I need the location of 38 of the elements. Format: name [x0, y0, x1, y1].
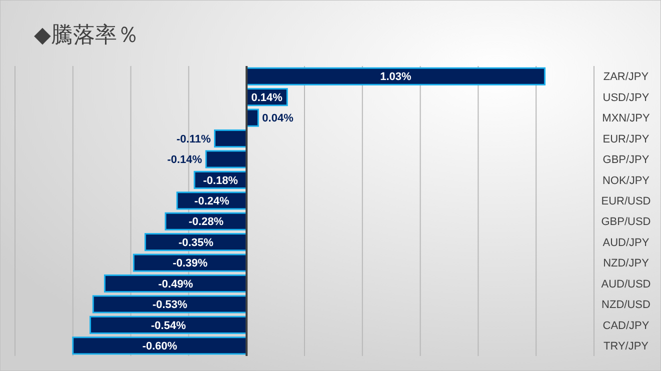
y-tick-label: NZD/JPY — [603, 258, 650, 270]
data-label: -0.35% — [178, 236, 214, 249]
bar — [132, 254, 248, 272]
bar — [104, 274, 248, 293]
y-tick-label: MXN/JPY — [602, 112, 650, 125]
chart-title: ◆騰落率％ — [34, 23, 139, 48]
bar — [90, 316, 248, 334]
y-tick-label: NOK/JPY — [602, 174, 650, 187]
bar — [72, 336, 248, 355]
data-label: -0.11% — [176, 133, 211, 146]
data-label: -0.49% — [158, 278, 194, 290]
y-tick-label: GBP/USD — [601, 216, 651, 228]
data-label: -0.39% — [172, 258, 208, 270]
data-label: -0.18% — [203, 174, 238, 187]
bar — [246, 67, 546, 86]
y-tick-label: CAD/JPY — [602, 320, 650, 332]
bar — [205, 150, 248, 168]
y-tick-label: GBP/JPY — [602, 154, 650, 166]
y-tick-label: ZAR/JPY — [603, 71, 650, 84]
bar — [214, 129, 248, 148]
y-tick-label: EUR/USD — [601, 195, 651, 208]
y-tick-label: NZD/USD — [602, 299, 650, 312]
data-label: 0.04% — [262, 112, 294, 125]
y-tick-label: EUR/JPY — [602, 133, 650, 146]
y-tick-label: USD/JPY — [602, 92, 650, 104]
data-label: 0.14% — [251, 92, 283, 104]
bar — [92, 295, 248, 314]
bar — [144, 233, 248, 252]
data-label: -0.53% — [152, 299, 188, 312]
data-label: -0.14% — [167, 154, 202, 166]
data-label: -0.60% — [142, 340, 178, 352]
y-tick-label: TRY/JPY — [603, 340, 650, 352]
data-label: -0.54% — [151, 320, 186, 332]
y-tick-label: AUD/JPY — [602, 236, 650, 249]
data-label: 1.03% — [380, 71, 412, 84]
data-label: -0.24% — [194, 195, 230, 208]
data-label: -0.28% — [188, 216, 224, 228]
y-tick-label: AUD/USD — [601, 278, 651, 290]
